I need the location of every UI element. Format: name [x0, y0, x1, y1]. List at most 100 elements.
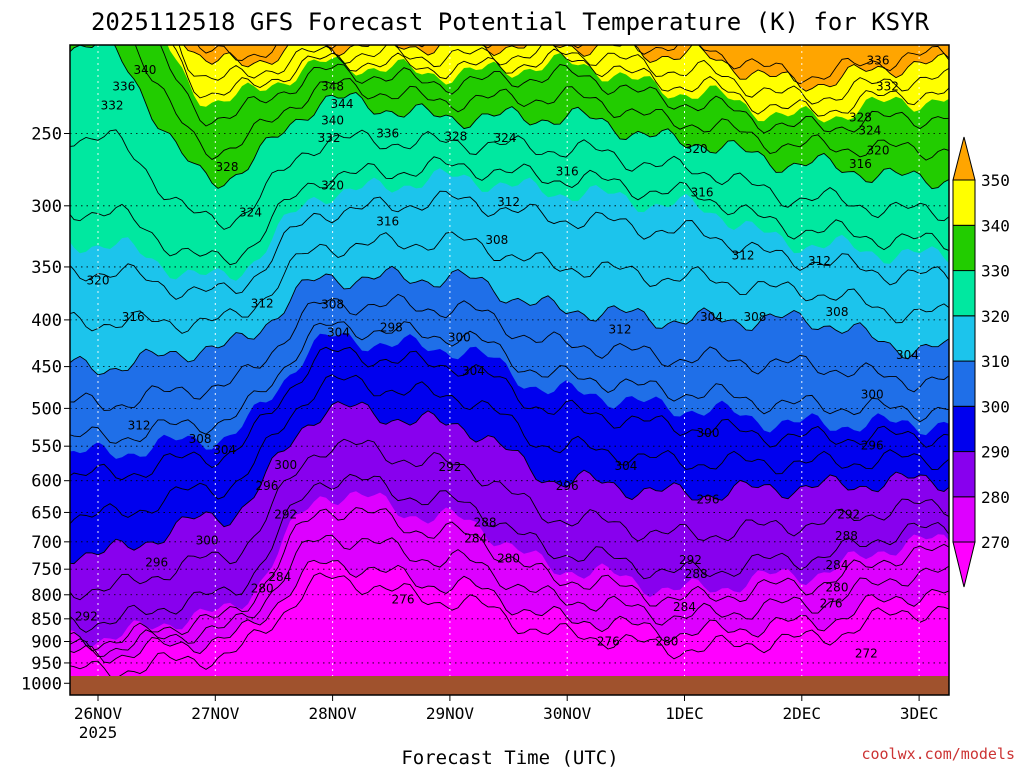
- y-tick-label-1000: 1000: [21, 674, 62, 694]
- contour-line-2: [70, 534, 949, 658]
- x-tick-label-30nov: 30NOV: [543, 704, 592, 723]
- contour-label-308-24: 308: [485, 233, 508, 247]
- contour-label-348-3: 348: [321, 79, 344, 93]
- contour-label-292-69: 292: [75, 610, 98, 624]
- y-tick-label-400: 400: [31, 311, 62, 331]
- contour-label-292-53: 292: [837, 507, 860, 521]
- plot-frame: [69, 44, 950, 696]
- contour-label-324-9: 324: [494, 131, 517, 145]
- colorbar-segment-310: [952, 315, 976, 362]
- contour-label-284-56: 284: [464, 531, 487, 545]
- contour-line-17: [134, 45, 949, 161]
- grid-lines: [70, 45, 949, 695]
- contour-label-336-1: 336: [112, 79, 135, 93]
- contour-label-328-17: 328: [216, 160, 239, 174]
- colorbar-label-350: 350: [981, 171, 1010, 190]
- x-tick-label-3dec: 3DEC: [900, 704, 939, 723]
- y-tick-label-700: 700: [31, 533, 62, 553]
- contour-label-316-30: 316: [122, 310, 145, 324]
- colorbar-segment-330: [952, 224, 976, 272]
- contour-label-340-5: 340: [321, 114, 344, 128]
- contour-label-332-2: 332: [101, 99, 124, 113]
- contour-line-1: [70, 559, 949, 664]
- contour-label-304-35: 304: [327, 326, 350, 340]
- colorbar-segment-270: [952, 496, 976, 543]
- colorbar-legend: 270 280 290 300 310 320 330 340 350: [952, 136, 1010, 588]
- contour-bands: [70, 45, 949, 695]
- contour-line-6: [70, 401, 949, 565]
- y-tick-label-900: 900: [31, 633, 62, 653]
- y-tick-label-800: 800: [31, 586, 62, 606]
- contour-label-280-64: 280: [251, 581, 274, 595]
- contour-line-9: [70, 321, 949, 444]
- y-tick-label-600: 600: [31, 472, 62, 492]
- contour-label-320-10: 320: [685, 142, 708, 156]
- contour-line-5: [70, 438, 949, 601]
- colorbar-segment-280: [952, 451, 976, 498]
- y-tick-label-350: 350: [31, 258, 62, 278]
- contour-label-304-48: 304: [614, 459, 637, 473]
- y-axis: 250 300 350 400 450 500 550 600 650 700 750 800 850 9…: [21, 125, 70, 694]
- contour-label-292-47: 292: [438, 460, 461, 474]
- contour-label-272-72: 272: [855, 647, 878, 661]
- contour-label-296-45: 296: [861, 439, 884, 453]
- y-tick-label-750: 750: [31, 560, 62, 580]
- y-tick-label-250: 250: [31, 125, 62, 145]
- contour-label-312-41: 312: [128, 419, 151, 433]
- contour-label-328-13: 328: [849, 110, 872, 124]
- contour-line-16: [70, 45, 949, 190]
- colorbar-label-290: 290: [981, 443, 1010, 462]
- colorbar-label-310: 310: [981, 352, 1010, 371]
- contour-line-3: [70, 507, 949, 652]
- x-tick-label-2dec: 2DEC: [783, 704, 822, 723]
- contour-label-328-8: 328: [444, 130, 467, 144]
- contour-label-312-28: 312: [251, 297, 274, 311]
- contour-label-304-43: 304: [213, 443, 236, 457]
- contour-label-312-26: 312: [808, 254, 831, 268]
- y-tick-label-500: 500: [31, 399, 62, 419]
- x-tick-label-29nov: 29NOV: [426, 704, 475, 723]
- contour-label-304-38: 304: [462, 364, 485, 378]
- contour-label-304-31: 304: [700, 310, 723, 324]
- contour-label-296-60: 296: [145, 555, 168, 569]
- contour-label-292-52: 292: [274, 507, 297, 521]
- colorbar-label-320: 320: [981, 307, 1010, 326]
- colorbar-label-270: 270: [981, 533, 1010, 552]
- contour-label-276-66: 276: [392, 593, 415, 607]
- contour-label-300-37: 300: [448, 330, 471, 344]
- x-axis: 2025 26NOV 27NOV 28NOV 29NOV 30NOV 1DEC 2DEC 3D…: [74, 695, 938, 742]
- contour-label-316-23: 316: [376, 214, 399, 228]
- contour-label-344-4: 344: [331, 97, 354, 111]
- contour-line-10: [70, 293, 949, 411]
- contour-label-332-12: 332: [876, 79, 899, 93]
- contour-label-296-49: 296: [255, 479, 278, 493]
- y-tick-label-550: 550: [31, 437, 62, 457]
- contour-label-324-14: 324: [858, 123, 881, 137]
- contour-line-18: [159, 45, 949, 134]
- colorbar-label-300: 300: [981, 397, 1010, 416]
- colorbar-segment-340: [952, 179, 976, 226]
- contour-line-12: [70, 231, 949, 334]
- band-350: [183, 45, 949, 92]
- contour-label-300-46: 300: [274, 458, 297, 472]
- contour-line-14: [70, 156, 949, 266]
- contour-label-312-34: 312: [609, 323, 632, 337]
- contour-label-300-44: 300: [697, 426, 720, 440]
- y-tick-label-300: 300: [31, 197, 62, 217]
- contour-label-288-54: 288: [474, 516, 497, 530]
- contour-label-324-21: 324: [239, 205, 262, 219]
- colorbar-label-330: 330: [981, 262, 1010, 281]
- colorbar-bottom-arrow: [952, 541, 976, 588]
- contour-label-316-19: 316: [556, 164, 579, 178]
- contour-label-308-32: 308: [743, 310, 766, 324]
- contour-line-20: [178, 45, 949, 105]
- y-tick-label-450: 450: [31, 358, 62, 378]
- credit-text: coolwx.com/models: [861, 745, 1015, 763]
- x-tick-label-1dec: 1DEC: [665, 704, 704, 723]
- y-tick-label-650: 650: [31, 503, 62, 523]
- contour-label-320-27: 320: [87, 273, 110, 287]
- contour-label-280-65: 280: [826, 580, 849, 594]
- colorbar-top-arrow: [952, 136, 976, 181]
- contour-label-276-70: 276: [597, 635, 620, 649]
